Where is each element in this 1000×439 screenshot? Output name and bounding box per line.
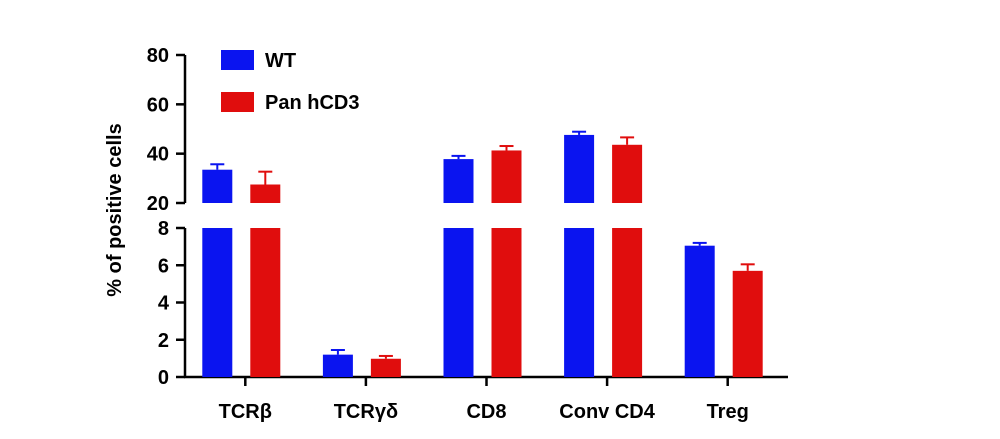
- y-tick-label: 60: [147, 94, 169, 116]
- bar-upper-wt: [564, 134, 595, 203]
- bar-wt: [322, 354, 353, 377]
- legend-swatch-wt: [221, 50, 254, 70]
- x-tick-label: Treg: [707, 401, 749, 423]
- x-tick-label: TCRγδ: [334, 401, 398, 423]
- legend-swatch-pan-hcd3: [221, 92, 254, 112]
- bar-wt: [684, 245, 715, 377]
- legend-label-wt: WT: [265, 50, 296, 72]
- bar-lower-pan-hcd3: [491, 228, 522, 377]
- bar-lower-wt: [564, 228, 595, 377]
- bar-lower-wt: [443, 228, 474, 377]
- labels: % of positive cells TCRβ TCRγδ CD8 Conv CD4 T…: [104, 123, 749, 423]
- bar-lower-wt: [202, 228, 233, 377]
- y-axis-label: % of positive cells: [104, 123, 126, 296]
- y-tick-label: 4: [158, 293, 170, 315]
- bar-upper-pan-hcd3: [491, 150, 522, 203]
- y-tick-label: 6: [158, 255, 169, 277]
- bar-pan-hcd3: [370, 358, 401, 377]
- bar-lower-pan-hcd3: [250, 228, 281, 377]
- x-tick-label: CD8: [466, 401, 506, 423]
- x-tick-label: TCRβ: [219, 401, 272, 423]
- legend: WT Pan hCD3: [221, 50, 359, 114]
- bar-upper-wt: [443, 159, 474, 203]
- bar-upper-pan-hcd3: [612, 144, 643, 203]
- bar-pan-hcd3: [732, 270, 763, 377]
- bars: [202, 130, 763, 377]
- legend-label-pan-hcd3: Pan hCD3: [265, 92, 359, 114]
- bar-lower-pan-hcd3: [612, 228, 643, 377]
- y-tick-label: 2: [158, 330, 169, 352]
- y-tick-label: 8: [158, 218, 169, 240]
- bar-upper-wt: [202, 169, 233, 203]
- axes: 0 2 4 6 8 20 40 60 80: [147, 45, 788, 389]
- x-tick-label: Conv CD4: [559, 401, 655, 423]
- y-tick-label: 40: [147, 144, 169, 166]
- bar-upper-pan-hcd3: [250, 184, 281, 203]
- y-tick-label: 80: [147, 45, 169, 67]
- y-tick-label: 0: [158, 367, 169, 389]
- y-tick-label: 20: [147, 193, 169, 215]
